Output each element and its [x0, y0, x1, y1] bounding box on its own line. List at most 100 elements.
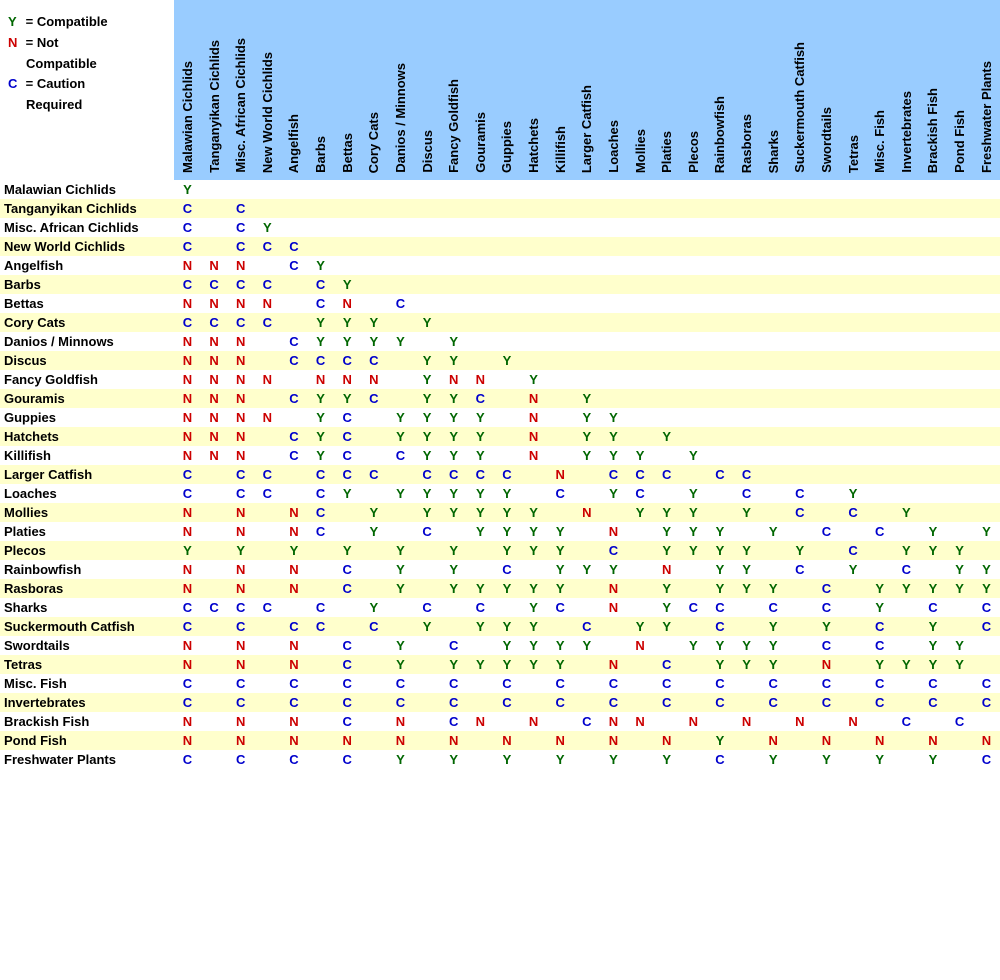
- compat-cell: [733, 313, 760, 332]
- row-header: Killifish: [0, 446, 174, 465]
- column-header: Fancy Goldfish: [440, 0, 467, 180]
- compat-cell: [787, 617, 814, 636]
- compat-cell: [201, 693, 228, 712]
- compat-cell: C: [760, 674, 787, 693]
- compat-cell: [254, 522, 281, 541]
- compat-cell: [494, 313, 521, 332]
- compat-cell: [760, 237, 787, 256]
- compat-cell: [254, 636, 281, 655]
- compat-cell: [307, 579, 334, 598]
- column-header: Invertebrates: [893, 0, 920, 180]
- column-header: Rasboras: [733, 0, 760, 180]
- compat-cell: Y: [414, 351, 441, 370]
- compat-cell: [787, 731, 814, 750]
- compat-cell: C: [281, 446, 308, 465]
- compat-cell: N: [520, 408, 547, 427]
- column-header-label: Sharks: [766, 130, 781, 173]
- column-header: Angelfish: [281, 0, 308, 180]
- compat-cell: Y: [733, 503, 760, 522]
- compat-cell: [973, 427, 1000, 446]
- compat-cell: [334, 617, 361, 636]
- compat-cell: C: [813, 598, 840, 617]
- compat-cell: Y: [494, 541, 521, 560]
- table-row: Fancy GoldfishNNNNNNNYNNY: [0, 370, 1000, 389]
- compat-cell: C: [174, 674, 201, 693]
- compat-cell: C: [813, 636, 840, 655]
- table-row: MolliesNNNCYYYYYYNYYYYCCY: [0, 503, 1000, 522]
- compat-cell: Y: [520, 503, 547, 522]
- compat-cell: [920, 256, 947, 275]
- compat-cell: [414, 693, 441, 712]
- compat-cell: C: [547, 693, 574, 712]
- compat-cell: [813, 351, 840, 370]
- compat-cell: [600, 617, 627, 636]
- compat-cell: [787, 427, 814, 446]
- compat-cell: [653, 370, 680, 389]
- compat-cell: Y: [866, 750, 893, 769]
- compat-cell: [680, 294, 707, 313]
- row-header: New World Cichlids: [0, 237, 174, 256]
- compat-cell: C: [307, 465, 334, 484]
- row-header: Danios / Minnows: [0, 332, 174, 351]
- compat-cell: N: [361, 370, 388, 389]
- compat-cell: Y: [600, 750, 627, 769]
- compat-cell: Y: [440, 503, 467, 522]
- compat-cell: [760, 446, 787, 465]
- compat-cell: [840, 655, 867, 674]
- compat-cell: N: [174, 256, 201, 275]
- compat-cell: N: [201, 256, 228, 275]
- compat-cell: [520, 180, 547, 199]
- compat-cell: [414, 674, 441, 693]
- compat-cell: Y: [174, 180, 201, 199]
- compat-cell: Y: [387, 408, 414, 427]
- column-header-label: Barbs: [313, 136, 328, 173]
- compat-cell: N: [174, 560, 201, 579]
- compat-cell: C: [334, 712, 361, 731]
- compat-cell: C: [574, 617, 601, 636]
- compat-cell: Y: [467, 446, 494, 465]
- compat-cell: Y: [973, 560, 1000, 579]
- compat-cell: [600, 389, 627, 408]
- compat-cell: Y: [707, 522, 734, 541]
- compat-cell: C: [174, 693, 201, 712]
- compat-cell: [281, 180, 308, 199]
- compat-cell: [653, 484, 680, 503]
- compat-cell: [574, 351, 601, 370]
- compat-cell: Y: [307, 427, 334, 446]
- compat-cell: [866, 199, 893, 218]
- compat-cell: C: [840, 503, 867, 522]
- row-header: Bettas: [0, 294, 174, 313]
- compat-cell: [946, 313, 973, 332]
- table-row: Danios / MinnowsNNNCYYYYY: [0, 332, 1000, 351]
- compat-cell: [627, 674, 654, 693]
- compat-cell: [946, 503, 973, 522]
- column-header-label: Plecos: [686, 131, 701, 173]
- compat-cell: [361, 560, 388, 579]
- table-row: RainbowfishNNNCYYCYYYNYYCYCYY: [0, 560, 1000, 579]
- compat-cell: [281, 275, 308, 294]
- compat-cell: [680, 579, 707, 598]
- column-header: Misc. African Cichlids: [227, 0, 254, 180]
- column-header-label: Misc. Fish: [872, 110, 887, 173]
- compat-cell: [973, 332, 1000, 351]
- compat-cell: [494, 237, 521, 256]
- compat-cell: [600, 351, 627, 370]
- compat-cell: C: [174, 598, 201, 617]
- compat-cell: [787, 313, 814, 332]
- compat-cell: [893, 370, 920, 389]
- compat-cell: [946, 427, 973, 446]
- compat-cell: [627, 313, 654, 332]
- compat-cell: Y: [680, 541, 707, 560]
- compat-cell: C: [467, 465, 494, 484]
- compat-cell: [467, 218, 494, 237]
- compat-cell: [946, 256, 973, 275]
- compat-cell: [334, 237, 361, 256]
- row-header: Swordtails: [0, 636, 174, 655]
- compat-cell: C: [653, 655, 680, 674]
- compat-cell: [946, 180, 973, 199]
- compat-cell: Y: [574, 446, 601, 465]
- compat-cell: [920, 199, 947, 218]
- column-header-label: Hatchets: [526, 118, 541, 173]
- compat-cell: [361, 218, 388, 237]
- compat-cell: C: [600, 465, 627, 484]
